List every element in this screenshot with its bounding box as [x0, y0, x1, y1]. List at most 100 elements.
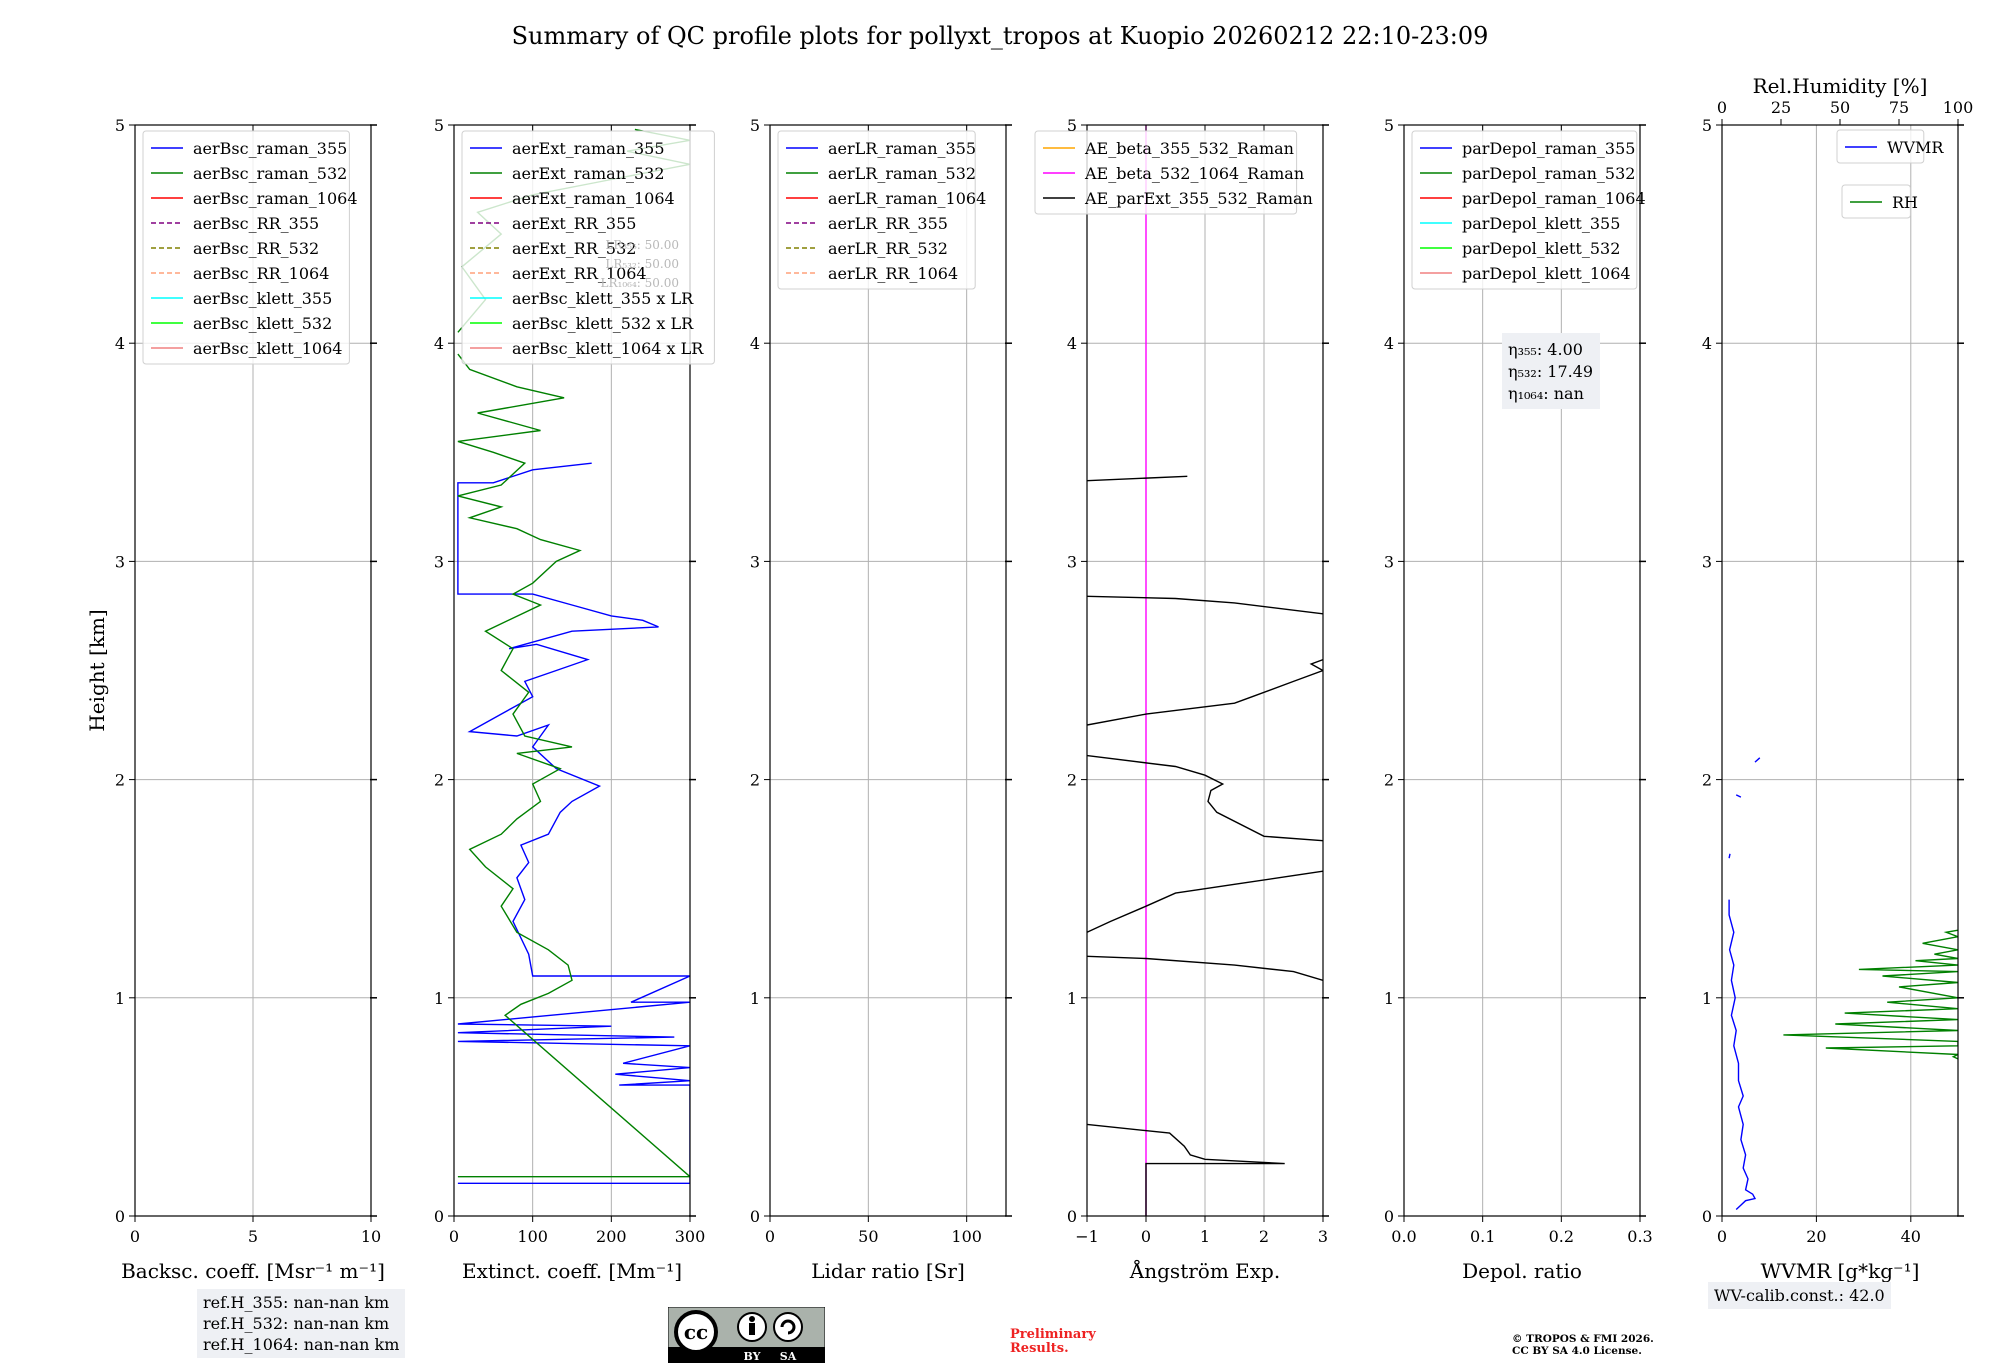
- top-axis-label: Rel.Humidity [%]: [1753, 74, 1928, 98]
- legend-entry-aerExt_RR_1064: aerExt_RR_1064: [512, 264, 647, 283]
- legend-entry-aerExt_raman_355: aerExt_raman_355: [512, 139, 665, 158]
- legend-entry-aerExt_raman_1064: aerExt_raman_1064: [512, 189, 675, 208]
- y-tick-label: 1: [750, 989, 760, 1008]
- legend-entry-aerLR_RR_1064: aerLR_RR_1064: [828, 264, 958, 283]
- legend-depol: [1411, 130, 1638, 290]
- x-tick-label: 0: [1717, 1227, 1727, 1246]
- ref-height-1064: ref.H_1064: nan-nan km: [203, 1335, 400, 1354]
- y-tick-label: 2: [1384, 771, 1394, 790]
- x-tick-label: 10: [361, 1227, 381, 1246]
- legend-ext: [461, 130, 715, 365]
- legend-entry-parDepol_klett_1064: parDepol_klett_1064: [1462, 264, 1631, 283]
- series-line-AE_parExt_355_532_Raman: [1087, 955, 1323, 981]
- preliminary-line-2: Results.: [1010, 1341, 1069, 1356]
- series-line-AE_parExt_355_532_Raman: [1087, 754, 1323, 842]
- series-line-WVMR: [1728, 853, 1731, 859]
- series-line-RH: [1783, 929, 1958, 1060]
- svg-text:cc: cc: [684, 1320, 708, 1344]
- legend-entry-parDepol_raman_1064: parDepol_raman_1064: [1462, 189, 1646, 208]
- y-tick-label: 1: [1067, 989, 1077, 1008]
- copyright-note: © TROPOS & FMI 2026. CC BY SA 4.0 Licens…: [1512, 1333, 1654, 1357]
- y-tick-label: 4: [434, 334, 444, 353]
- lr-annotation: LR₅₃₂: 50.00: [605, 257, 679, 271]
- preliminary-line-1: Preliminary: [1010, 1327, 1096, 1342]
- panel-ae: [1034, 124, 1329, 1222]
- panel-depol: [1398, 124, 1646, 1222]
- legend-entry-aerLR_RR_532: aerLR_RR_532: [828, 239, 948, 258]
- x-tick-label: 3: [1318, 1227, 1328, 1246]
- series-line-AE_parExt_355_532_Raman: [1087, 658, 1323, 726]
- series-line-aerExt_raman_532: [457, 353, 690, 1178]
- cc-by-label: BY: [744, 1350, 761, 1363]
- x-tick-label: 200: [596, 1227, 627, 1246]
- x-tick-label: 0: [765, 1227, 775, 1246]
- figure-title: Summary of QC profile plots for pollyxt_…: [511, 22, 1489, 50]
- y-tick-label: 2: [434, 771, 444, 790]
- copyright-line-1: © TROPOS & FMI 2026.: [1512, 1333, 1654, 1345]
- legend-entry-aerExt_RR_532: aerExt_RR_532: [512, 239, 636, 258]
- legend-lr: [777, 130, 976, 290]
- legend-entry-AE_beta_355_532_Raman: AE_beta_355_532_Raman: [1084, 139, 1294, 158]
- y-tick-label: 5: [1384, 116, 1394, 135]
- series-line-AE_parExt_355_532_Raman: [1087, 595, 1323, 615]
- y-tick-label: 1: [434, 989, 444, 1008]
- cc-license-logo: cc BY SA: [668, 1307, 825, 1363]
- y-axis-label: Height [km]: [85, 609, 109, 731]
- y-tick-label: 3: [434, 552, 444, 571]
- y-tick-label: 1: [1702, 989, 1712, 1008]
- x-axis-label: Ångström Exp.: [1129, 1258, 1280, 1283]
- top-tick-label: 75: [1889, 98, 1909, 117]
- ref-height-532: ref.H_532: nan-nan km: [203, 1314, 390, 1333]
- x-tick-label: 0: [1141, 1227, 1151, 1246]
- x-axis-label: Depol. ratio: [1462, 1259, 1582, 1283]
- legend-bsc: [142, 130, 350, 365]
- series-line-AE_parExt_355_532_Raman: [1087, 1123, 1285, 1216]
- x-tick-label: 100: [517, 1227, 548, 1246]
- y-tick-label: 4: [1067, 334, 1077, 353]
- legend-ae: [1034, 130, 1298, 215]
- legend-entry-aerLR_RR_355: aerLR_RR_355: [828, 214, 948, 233]
- y-tick-label: 5: [1067, 116, 1077, 135]
- y-tick-label: 1: [115, 989, 125, 1008]
- x-tick-label: 0.2: [1549, 1227, 1574, 1246]
- panel-ext: [448, 124, 715, 1222]
- legend-entry-parDepol_klett_532: parDepol_klett_532: [1462, 239, 1620, 258]
- legend-entry-aerBsc_RR_355: aerBsc_RR_355: [193, 214, 319, 233]
- x-tick-label: 0: [449, 1227, 459, 1246]
- top-tick-label: 100: [1943, 98, 1974, 117]
- legend-entry-AE_beta_532_1064_Raman: AE_beta_532_1064_Raman: [1084, 164, 1304, 183]
- y-tick-label: 2: [1067, 771, 1077, 790]
- axes-frame: [1403, 124, 1641, 1217]
- legend-entry-aerBsc_klett_532: aerBsc_klett_532: [193, 314, 332, 333]
- legend-entry-aerBsc_raman_1064: aerBsc_raman_1064: [193, 189, 358, 208]
- y-tick-label: 3: [1384, 552, 1394, 571]
- y-tick-label: 0: [750, 1207, 760, 1226]
- series-line-AE_parExt_355_532_Raman: [1087, 475, 1188, 482]
- axes-frame: [453, 124, 691, 1217]
- legend-entry-RH: RH: [1892, 193, 1918, 212]
- ref-height-355: ref.H_355: nan-nan km: [203, 1293, 390, 1312]
- y-tick-label: 0: [1702, 1207, 1712, 1226]
- lr-annotation: LR₁₀₆₄: 50.00: [601, 276, 679, 290]
- legend-entry-aerBsc_klett_355: aerBsc_klett_355: [193, 289, 332, 308]
- legend-wvmr: [1836, 129, 1925, 164]
- cc-sa-label: SA: [780, 1350, 797, 1363]
- top-tick-label: 0: [1717, 98, 1727, 117]
- series-line-AE_parExt_355_532_Raman: [1087, 870, 1323, 933]
- legend-entry-aerLR_raman_355: aerLR_raman_355: [828, 139, 976, 158]
- wv-calib-box: WV-calib.const.: 42.0: [1708, 1282, 1891, 1309]
- y-tick-label: 4: [1384, 334, 1394, 353]
- y-tick-label: 1: [1384, 989, 1394, 1008]
- legend-entry-aerBsc_klett_532 x LR: aerBsc_klett_532 x LR: [512, 314, 694, 333]
- y-tick-label: 4: [1702, 334, 1712, 353]
- y-tick-label: 2: [1702, 771, 1712, 790]
- x-tick-label: 0: [130, 1227, 140, 1246]
- eta-value: η₁₀₆₄: nan: [1508, 384, 1584, 403]
- panel-wv: [1716, 119, 1964, 1222]
- x-tick-label: 0.3: [1627, 1227, 1652, 1246]
- y-tick-label: 0: [434, 1207, 444, 1226]
- ref-height-box: ref.H_355: nan-nan km ref.H_532: nan-nan…: [197, 1289, 406, 1358]
- legend-entry-AE_parExt_355_532_Raman: AE_parExt_355_532_Raman: [1084, 189, 1313, 208]
- lr-annotation: LR₃₅₅: 50.00: [605, 238, 679, 252]
